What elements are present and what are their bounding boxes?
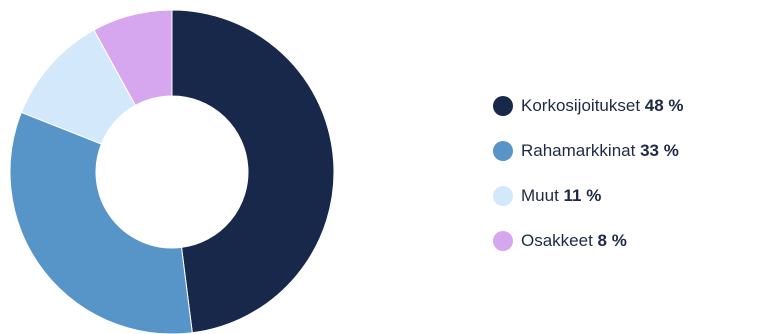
legend-item-korkosijoitukset: Korkosijoitukset 48 %: [493, 96, 684, 116]
legend-value: 33 %: [640, 141, 679, 160]
legend-swatch: [493, 231, 513, 251]
legend-label: Muut: [521, 186, 559, 205]
legend-label: Osakkeet: [521, 231, 593, 250]
legend-item-osakkeet: Osakkeet 8 %: [493, 231, 684, 251]
chart-legend: Korkosijoitukset 48 % Rahamarkkinat 33 %…: [493, 96, 684, 251]
legend-swatch: [493, 141, 513, 161]
donut-slice-rahamarkkinat: [9, 111, 193, 334]
legend-value: 48 %: [644, 96, 684, 115]
donut-slice-korkosijoitukset: [171, 9, 335, 334]
legend-value: 11 %: [563, 186, 602, 205]
donut-slice-osakkeet: [93, 9, 173, 107]
legend-item-muut: Muut 11 %: [493, 186, 684, 206]
legend-item-rahamarkkinat: Rahamarkkinat 33 %: [493, 141, 684, 161]
legend-label: Korkosijoitukset: [521, 96, 641, 115]
legend-label: Rahamarkkinat: [521, 141, 636, 160]
legend-swatch: [493, 186, 513, 206]
legend-value: 8 %: [597, 231, 627, 250]
legend-swatch: [493, 96, 513, 116]
